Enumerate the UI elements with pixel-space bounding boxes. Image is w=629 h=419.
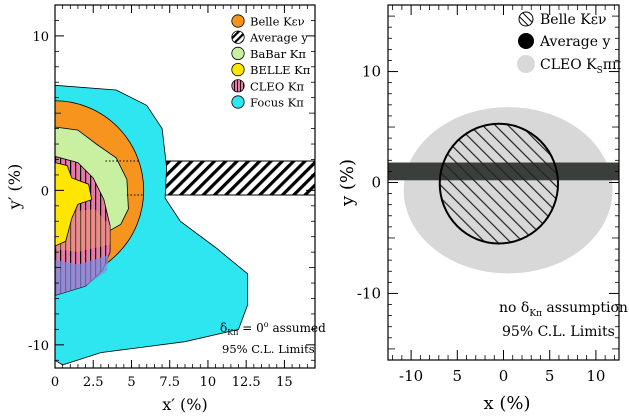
annotation-sub: Kπ: [529, 309, 542, 319]
legend-marker: [518, 11, 534, 27]
annotation-sup: o: [264, 320, 269, 329]
y-tick-label: -10: [28, 339, 49, 354]
annotation-main: no δ: [499, 300, 529, 316]
cleo-lower-tint: [55, 255, 109, 296]
legend-label: BaBar Kπ: [250, 47, 306, 61]
legend-label: Average y: [539, 34, 610, 50]
y-tick-label: 0: [41, 184, 49, 199]
legend-label-main: CLEO K: [540, 57, 597, 73]
x-axis-label: x (%): [483, 393, 530, 414]
x-tick-label: 10: [200, 375, 217, 390]
left-panel: 0 2.5 5 7.5 10 12.5 15 10 0 -10 x′ (%) y′ (%) Belle …: [5, 4, 326, 414]
annotation-line-1: δKπ = 0o assumed: [220, 320, 326, 337]
x-tick-label: 2.5: [83, 375, 104, 390]
y-axis-label: y′ (%): [5, 164, 24, 210]
annotation: δKπ = 0o assumed 95% C.L. Limits: [220, 320, 326, 356]
y-tick-label: 10: [362, 63, 381, 81]
y-tick-label: -10: [357, 284, 381, 302]
annotation-line-1: no δKπ assumption: [499, 300, 628, 319]
legend-label: CLEO Kπ: [250, 79, 305, 93]
legend-label-tail: ππ: [603, 57, 621, 73]
legend-marker: [231, 46, 245, 61]
legend-marker: [231, 79, 245, 93]
legend-label: BELLE Kπ: [250, 63, 311, 77]
legend-marker: [231, 14, 245, 28]
x-tick-label: 5: [127, 375, 135, 390]
x-tick-label: 5: [453, 367, 463, 385]
x-tick-label: 10: [586, 367, 605, 385]
legend-label: Belle Kεν: [250, 15, 305, 29]
plot-area: [388, 107, 619, 274]
legend-marker: [231, 95, 245, 109]
annotation-line-2: 95% C.L. Limits: [222, 342, 315, 356]
plot-area: [55, 84, 315, 366]
x-tick-label: 7.5: [159, 375, 180, 390]
annotation-sub: Kπ: [227, 328, 238, 337]
belle-kpi-region: [55, 162, 93, 247]
annotation-tail: assumed: [269, 321, 326, 335]
annotation-delta: δ: [220, 321, 227, 335]
legend-label: Focus Kπ: [250, 96, 304, 110]
legend: Belle Kεν Average y BaBar Kπ BELLE Kπ CLEO K…: [231, 14, 311, 110]
legend-label-sub: S: [597, 66, 603, 76]
legend-marker: [231, 30, 245, 44]
x-axis-label: x′ (%): [162, 395, 207, 414]
y-tick-label: 10: [32, 30, 49, 45]
legend-marker: [518, 33, 534, 49]
x-tick-label: -10: [399, 367, 423, 385]
annotation-line-2: 95% C.L. Limits: [502, 324, 615, 340]
x-tick-label: 0: [51, 375, 59, 390]
x-tick-label: 15: [276, 375, 293, 390]
y-tick-label: 0: [371, 174, 381, 192]
x-tick-label: 5: [545, 367, 555, 385]
annotation: no δKπ assumption 95% C.L. Limits: [499, 300, 628, 340]
x-tick-label: 12.5: [232, 375, 261, 390]
legend-label: Average y: [249, 31, 308, 45]
legend-label: Belle Kεν: [540, 12, 607, 28]
right-panel: -10 5 0 5 10 10 0 -10 x (%) y (%) Belle Kεν Average…: [337, 4, 628, 414]
legend-label: CLEO KSππ: [540, 57, 621, 76]
y-axis-label: y (%): [337, 159, 358, 207]
belle-kev-region: [438, 122, 560, 245]
annotation-eq: = 0: [238, 321, 263, 335]
legend-marker: [231, 62, 245, 77]
legend-marker: [517, 55, 535, 73]
legend: Belle Kεν Average y CLEO KSππ: [517, 11, 621, 76]
x-tick-label: 0: [499, 367, 509, 385]
annotation-tail: assumption: [542, 300, 628, 316]
